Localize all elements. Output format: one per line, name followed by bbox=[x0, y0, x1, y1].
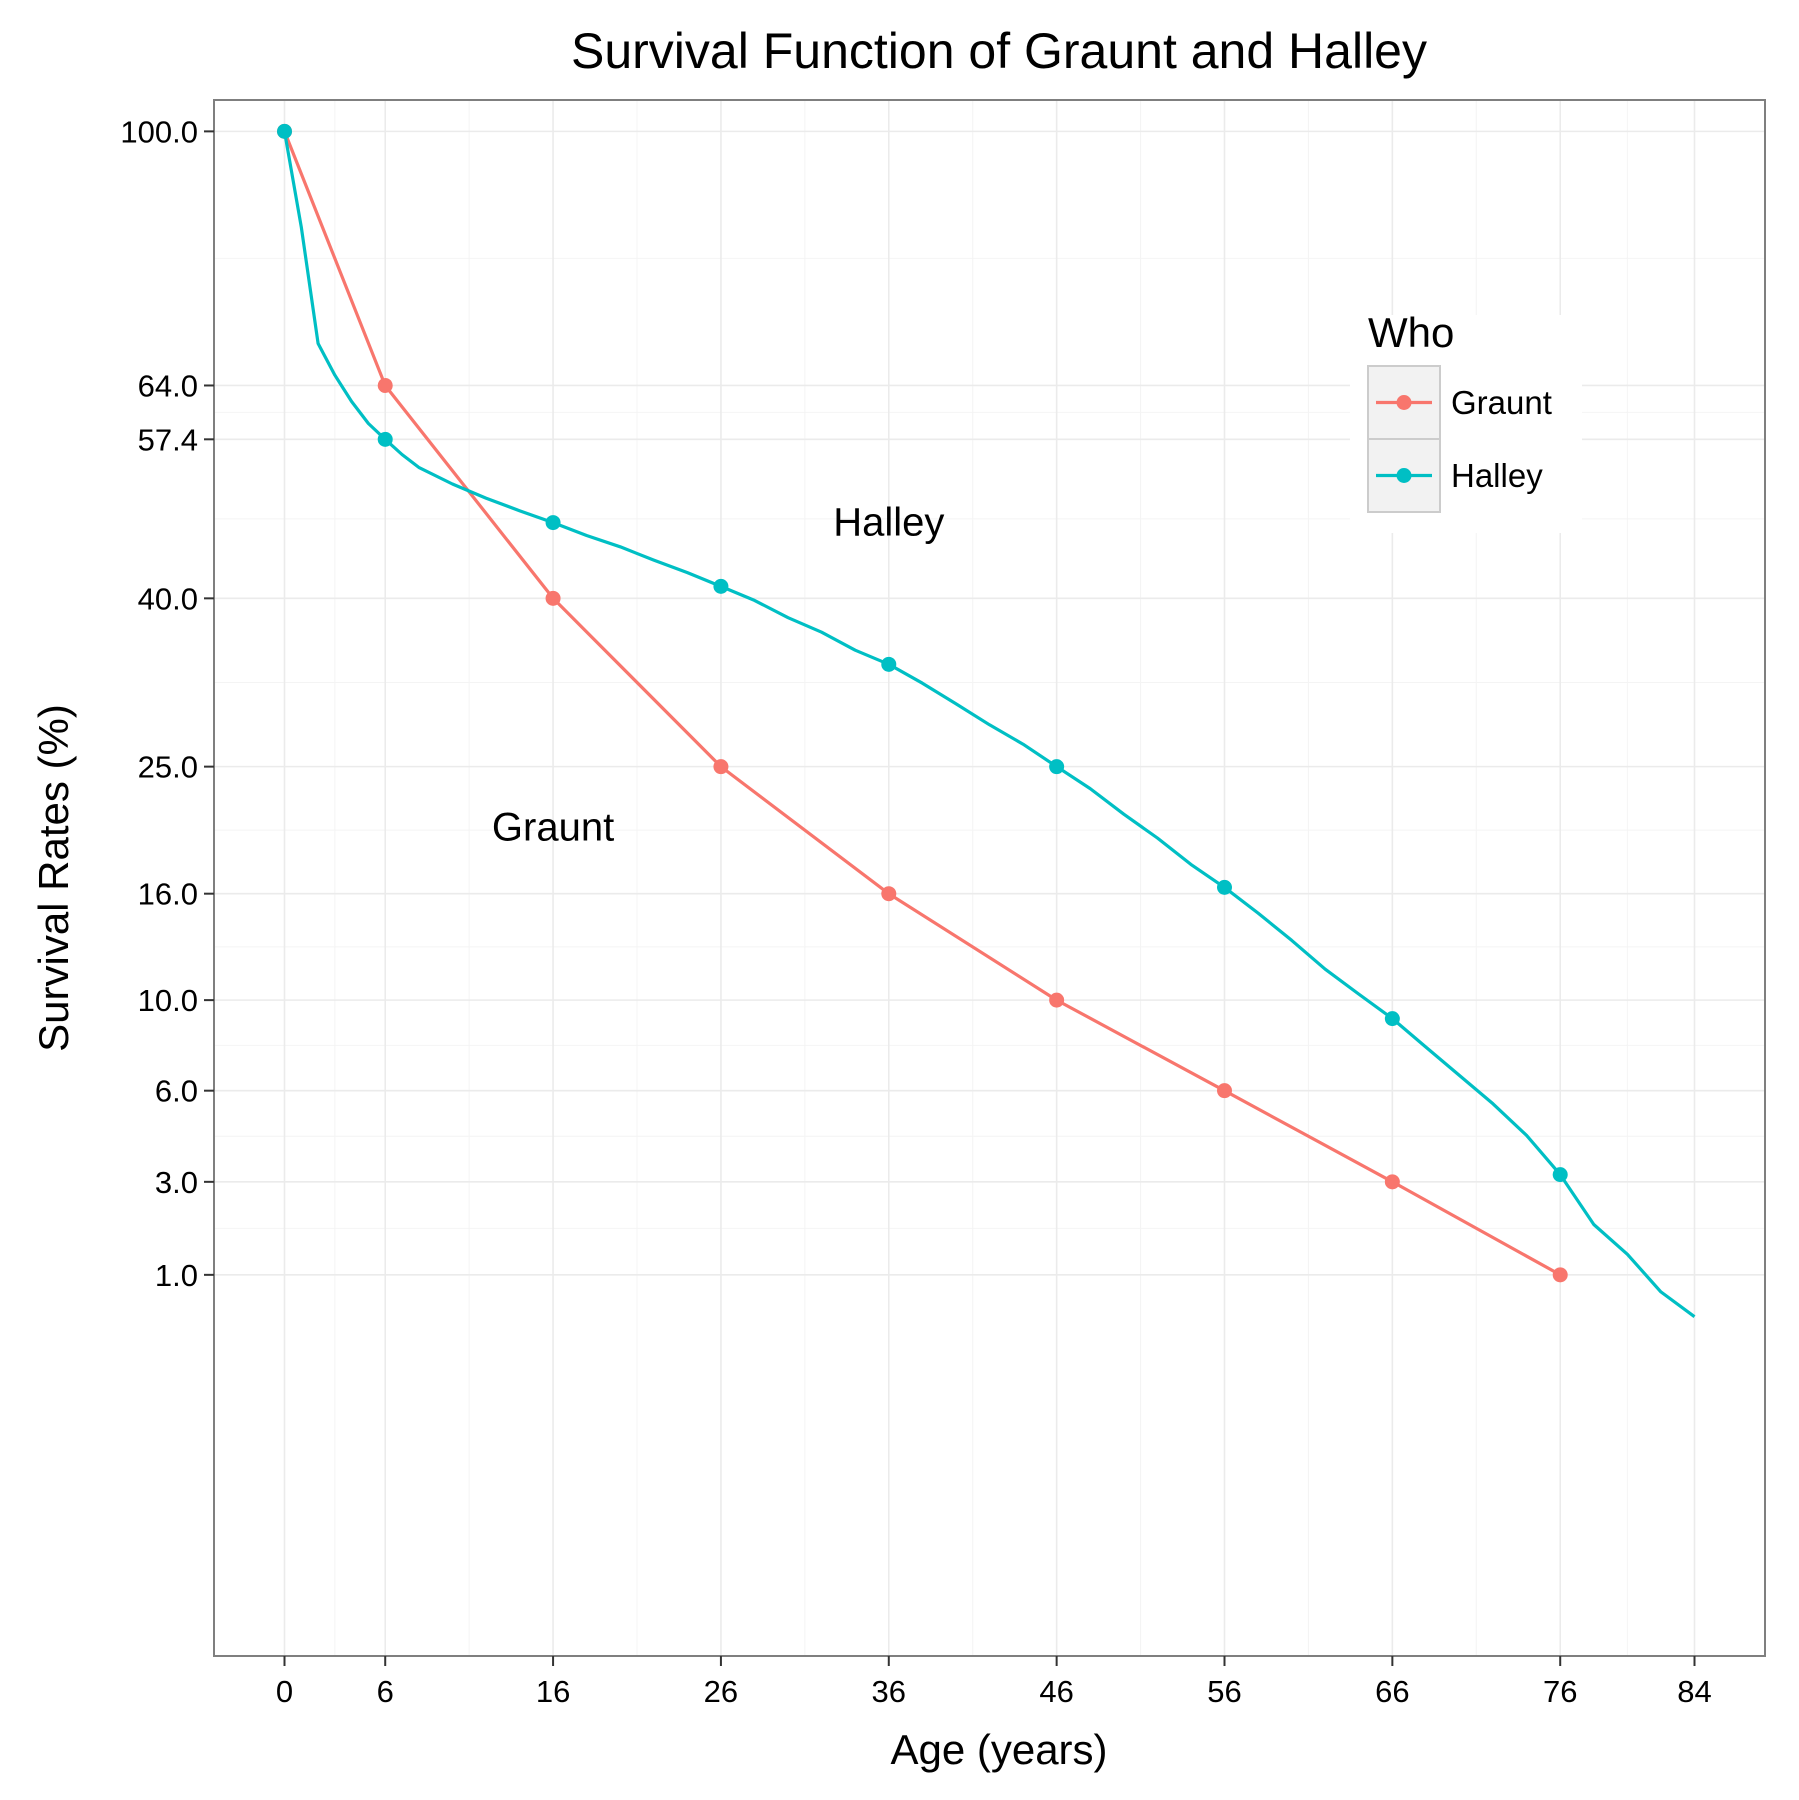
annotation-graunt: Graunt bbox=[492, 806, 614, 850]
series-layer bbox=[277, 123, 1696, 1318]
data-point-graunt bbox=[545, 590, 561, 606]
x-axis-ticks: 0 6 16 26 36 46 56 66 76 84 bbox=[276, 1656, 1712, 1709]
y-tick-label: 57.4 bbox=[138, 422, 198, 457]
data-point-halley bbox=[277, 123, 292, 139]
data-point-graunt bbox=[713, 759, 729, 775]
y-tick-label: 64.0 bbox=[138, 368, 198, 403]
y-tick-label: 1.0 bbox=[155, 1258, 198, 1293]
series-line-halley bbox=[282, 131, 1696, 1318]
y-tick-label: 6.0 bbox=[155, 1074, 198, 1109]
y-axis-label: Survival Rates (%) bbox=[30, 704, 77, 1052]
legend-label-graunt: Graunt bbox=[1451, 384, 1552, 421]
x-tick-label: 84 bbox=[1677, 1674, 1711, 1709]
x-tick-label: 66 bbox=[1375, 1674, 1409, 1709]
x-tick-label: 26 bbox=[704, 1674, 738, 1709]
data-point-halley bbox=[1384, 1011, 1400, 1027]
data-point-graunt bbox=[1384, 1174, 1400, 1190]
x-tick-label: 0 bbox=[276, 1674, 293, 1709]
data-point-graunt bbox=[1049, 992, 1065, 1008]
plot-border bbox=[213, 99, 1766, 1657]
annotation-layer: Halley Graunt bbox=[492, 501, 944, 850]
legend: Who Graunt Halley bbox=[1350, 309, 1582, 533]
legend-title: Who bbox=[1368, 309, 1454, 356]
data-point-graunt bbox=[377, 377, 393, 393]
y-tick-label: 40.0 bbox=[138, 581, 198, 616]
x-tick-label: 56 bbox=[1207, 1674, 1241, 1709]
data-point-halley bbox=[881, 656, 897, 672]
data-point-graunt bbox=[881, 886, 897, 902]
data-point-halley bbox=[377, 431, 393, 447]
data-point-graunt bbox=[1217, 1083, 1232, 1099]
x-tick-label: 36 bbox=[872, 1674, 906, 1709]
data-point-halley bbox=[713, 578, 729, 594]
y-axis-ticks: 1.0 3.0 6.0 10.0 16.0 25.0 40.0 57.4 64.0 100.0 bbox=[120, 114, 214, 1293]
y-tick-label: 25.0 bbox=[138, 750, 198, 785]
chart-title: Survival Function of Graunt and Halley bbox=[571, 23, 1427, 79]
data-point-halley bbox=[1552, 1167, 1568, 1183]
x-axis-label: Age (years) bbox=[890, 1726, 1107, 1773]
legend-key-point-halley bbox=[1396, 468, 1412, 483]
y-tick-label: 10.0 bbox=[138, 983, 198, 1018]
x-tick-label: 16 bbox=[536, 1674, 570, 1709]
legend-label-halley: Halley bbox=[1451, 457, 1543, 494]
annotation-halley: Halley bbox=[833, 501, 944, 545]
y-tick-label: 100.0 bbox=[120, 114, 198, 149]
y-tick-label: 16.0 bbox=[138, 877, 198, 912]
data-point-graunt bbox=[1552, 1267, 1568, 1283]
x-tick-label: 6 bbox=[377, 1674, 394, 1709]
data-point-halley bbox=[545, 515, 561, 531]
x-tick-label: 46 bbox=[1039, 1674, 1073, 1709]
legend-key-point-graunt bbox=[1396, 395, 1412, 410]
y-tick-label: 3.0 bbox=[155, 1165, 198, 1200]
data-point-halley bbox=[1217, 879, 1232, 895]
data-point-halley bbox=[1049, 759, 1065, 775]
x-tick-label: 76 bbox=[1543, 1674, 1577, 1709]
